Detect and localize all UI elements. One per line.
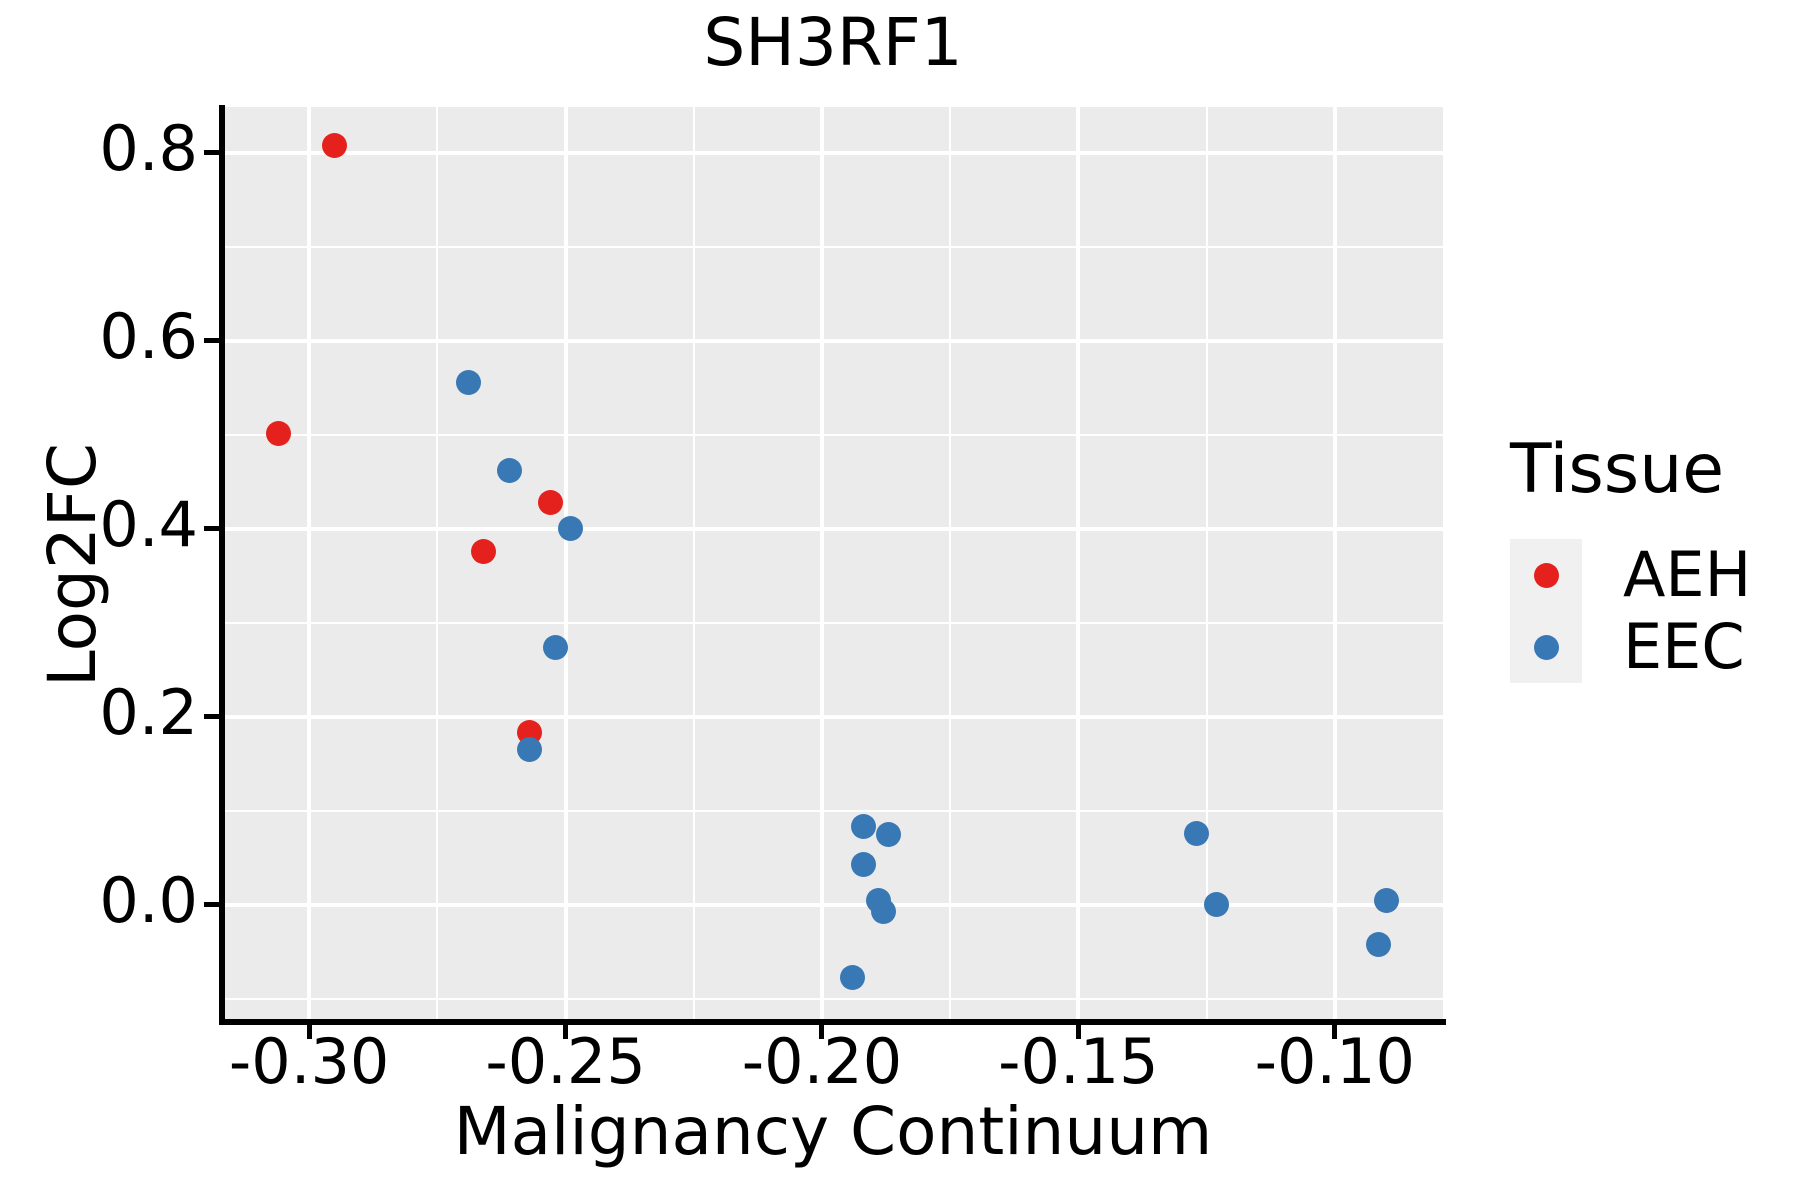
y-axis-tick-label: 0.2: [99, 675, 198, 749]
minor-gridline-x: [1205, 107, 1208, 1022]
x-axis-title: Malignancy Continuum: [453, 1093, 1213, 1170]
legend-dot-eec: [1533, 634, 1559, 660]
y-axis-line: [219, 105, 225, 1025]
plot-panel: [223, 107, 1443, 1022]
chart-title: SH3RF1: [703, 4, 963, 81]
x-axis-tick: [306, 1024, 312, 1039]
major-gridline-y: [223, 714, 1443, 719]
y-axis-tick: [204, 150, 220, 156]
data-point-eec: [1373, 887, 1399, 913]
major-gridline-x: [563, 107, 568, 1022]
data-point-eec: [1365, 931, 1391, 957]
major-gridline-y: [223, 526, 1443, 531]
x-axis-tick: [1075, 1024, 1081, 1039]
legend-label: AEH: [1623, 538, 1752, 611]
major-gridline-x: [1332, 107, 1337, 1022]
y-axis-tick: [204, 714, 220, 720]
y-axis-tick: [204, 902, 220, 908]
data-point-eec: [455, 369, 481, 395]
data-point-eec: [850, 813, 876, 839]
x-axis-tick: [1332, 1024, 1338, 1039]
y-axis-tick-label: 0.0: [99, 863, 198, 937]
minor-gridline-x: [436, 107, 439, 1022]
y-axis-tick-label: 0.8: [99, 111, 198, 185]
x-axis-tick: [819, 1024, 825, 1039]
major-gridline-x: [1076, 107, 1081, 1022]
legend-label: EEC: [1623, 610, 1745, 683]
data-point-eec: [871, 899, 896, 925]
data-point-aeh: [322, 132, 348, 158]
x-axis-tick-label: -0.30: [228, 1025, 390, 1098]
data-point-aeh: [471, 539, 496, 565]
data-point-eec: [840, 964, 866, 990]
minor-gridline-y: [223, 997, 1443, 1000]
x-axis-tick: [563, 1024, 569, 1039]
major-gridline-x: [819, 107, 824, 1022]
y-axis-tick-label: 0.6: [99, 299, 198, 373]
data-point-eec: [496, 458, 522, 484]
x-axis-tick-label: -0.15: [998, 1025, 1159, 1098]
x-axis-tick-label: -0.25: [485, 1025, 646, 1098]
major-gridline-y: [223, 150, 1443, 155]
minor-gridline-y: [223, 433, 1443, 436]
major-gridline-y: [223, 902, 1443, 907]
x-axis-tick-label: -0.10: [1254, 1025, 1415, 1098]
minor-gridline-y: [223, 245, 1443, 248]
data-point-eec: [1183, 821, 1209, 847]
x-axis-line: [219, 1019, 1446, 1025]
y-axis-tick: [204, 338, 220, 344]
data-point-aeh: [265, 420, 291, 446]
data-point-eec: [850, 852, 876, 878]
y-axis-tick: [204, 526, 220, 532]
y-axis-title: Log2FC: [34, 443, 111, 687]
legend-title: Tissue: [1510, 430, 1725, 509]
minor-gridline-y: [223, 621, 1443, 624]
minor-gridline-x: [692, 107, 695, 1022]
minor-gridline-x: [949, 107, 952, 1022]
minor-gridline-y: [223, 809, 1443, 812]
legend-dot-aeh: [1533, 562, 1559, 588]
major-gridline-y: [223, 338, 1443, 343]
data-point-aeh: [537, 490, 563, 516]
data-point-eec: [542, 634, 568, 660]
major-gridline-x: [307, 107, 312, 1022]
data-point-eec: [1204, 892, 1230, 918]
data-point-eec: [558, 516, 584, 542]
y-axis-tick-label: 0.4: [99, 487, 198, 561]
x-axis-tick-label: -0.20: [741, 1025, 903, 1098]
data-point-eec: [517, 737, 543, 763]
data-point-eec: [876, 821, 902, 847]
